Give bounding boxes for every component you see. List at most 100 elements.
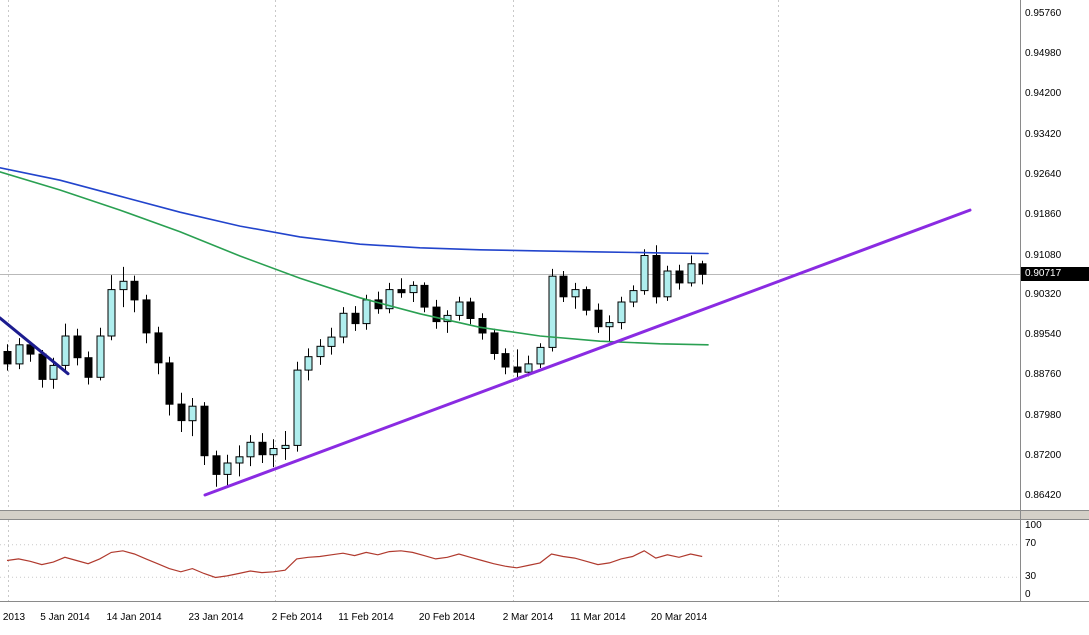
- bear-candle-body: [73, 335, 82, 359]
- candle: [212, 450, 221, 487]
- current-price-tag: 0.90717: [1021, 267, 1089, 281]
- price-axis-label: 0.87200: [1025, 450, 1062, 461]
- bear-candle-body: [130, 280, 139, 301]
- candle: [640, 249, 649, 295]
- candle: [490, 328, 499, 360]
- time-axis[interactable]: 2013 5 Jan 2014 14 Jan 2014 23 Jan 2014 2 Fe…: [0, 601, 1089, 635]
- candle: [397, 278, 406, 298]
- price-axis-label: 0.86420: [1025, 490, 1062, 501]
- time-axis-label: 20 Mar 2014: [650, 612, 708, 623]
- bull-candle-body: [385, 289, 394, 310]
- price-axis[interactable]: 0.95760 0.94980 0.94200 0.93420 0.92640 0.918…: [1021, 0, 1089, 510]
- bull-candle-body: [96, 335, 105, 378]
- bull-candle-body: [49, 364, 58, 380]
- price-axis-label: 0.94200: [1025, 88, 1062, 99]
- candle: [466, 297, 475, 325]
- time-axis-label: 11 Feb 2014: [338, 612, 394, 623]
- bull-candle-body: [223, 462, 232, 475]
- candle: [165, 356, 174, 416]
- candle: [84, 351, 93, 385]
- bull-candle-body: [246, 441, 255, 458]
- indicator-axis[interactable]: 100 70 30 0: [1021, 520, 1089, 601]
- candle: [107, 275, 116, 341]
- indicator-plot[interactable]: [0, 520, 1020, 601]
- candle: [698, 260, 707, 285]
- candle: [385, 282, 394, 314]
- bear-candle-body: [177, 403, 186, 422]
- bear-candle-body: [675, 270, 684, 284]
- candle: [687, 255, 696, 287]
- bull-candle-body: [409, 284, 418, 294]
- candle: [316, 339, 325, 365]
- price-axis-label: 0.88760: [1025, 369, 1062, 380]
- time-axis-label: 23 Jan 2014: [188, 612, 244, 623]
- candle: [478, 313, 487, 340]
- trendline-purple-ascending[interactable]: [203, 208, 972, 497]
- bull-candle-body: [640, 255, 649, 292]
- price-axis-label: 0.90320: [1025, 289, 1062, 300]
- bear-candle-body: [374, 299, 383, 310]
- bear-candle-body: [258, 441, 267, 456]
- bull-candle-body: [605, 322, 614, 328]
- bear-candle-body: [652, 255, 661, 298]
- bear-candle-body: [582, 289, 591, 311]
- candle: [594, 303, 603, 333]
- candle: [443, 310, 452, 333]
- bull-candle-body: [316, 345, 325, 358]
- price-axis-label: 0.93420: [1025, 129, 1062, 140]
- time-axis-label: 20 Feb 2014: [418, 612, 476, 623]
- candle: [327, 327, 336, 355]
- bear-candle-body: [3, 351, 12, 365]
- pane-splitter[interactable]: [0, 510, 1089, 520]
- candle: [605, 315, 614, 342]
- candle: [420, 282, 429, 313]
- price-axis-label: 0.92640: [1025, 169, 1062, 180]
- candle: [559, 271, 568, 302]
- candle: [235, 445, 244, 477]
- bear-candle-body: [432, 306, 441, 323]
- price-axis-label: 0.89540: [1025, 329, 1062, 340]
- candle: [61, 323, 70, 374]
- indicator-axis-label: 100: [1025, 520, 1042, 531]
- candle: [119, 266, 128, 308]
- candle: [629, 285, 638, 308]
- bull-candle-body: [269, 448, 278, 456]
- candle: [200, 402, 209, 465]
- price-axis-label: 0.95760: [1025, 8, 1062, 19]
- bear-candle-body: [478, 318, 487, 334]
- bull-candle-body: [548, 275, 557, 348]
- price-axis-label: 0.91860: [1025, 209, 1062, 220]
- bull-candle-body: [188, 405, 197, 422]
- bear-candle-body: [490, 332, 499, 354]
- candle: [96, 327, 105, 381]
- candle: [73, 328, 82, 366]
- bear-candle-body: [698, 263, 707, 275]
- trendline-navy-descending[interactable]: [0, 316, 70, 376]
- indicator-axis-label: 70: [1025, 538, 1037, 549]
- candle: [246, 435, 255, 467]
- candle: [351, 306, 360, 331]
- bull-candle-body: [61, 335, 70, 366]
- indicator-line: [6, 550, 703, 579]
- bull-candle-body: [293, 369, 302, 446]
- candle: [675, 264, 684, 290]
- candle: [154, 326, 163, 375]
- bear-candle-body: [351, 312, 360, 325]
- bull-candle-body: [304, 356, 313, 371]
- time-axis-label: 14 Jan 2014: [106, 612, 162, 623]
- candle: [536, 343, 545, 368]
- bull-candle-body: [536, 346, 545, 365]
- bull-candle-body: [281, 444, 290, 449]
- candlestick-plot[interactable]: [0, 0, 1020, 510]
- candle: [582, 286, 591, 316]
- bull-candle-body: [15, 344, 24, 365]
- bear-candle-body: [559, 275, 568, 298]
- indicator-axis-label: 30: [1025, 571, 1037, 582]
- candle: [548, 268, 557, 352]
- bear-candle-body: [594, 309, 603, 328]
- bull-candle-body: [687, 263, 696, 284]
- bear-candle-body: [165, 362, 174, 405]
- candle: [501, 348, 510, 375]
- bull-candle-body: [339, 312, 348, 338]
